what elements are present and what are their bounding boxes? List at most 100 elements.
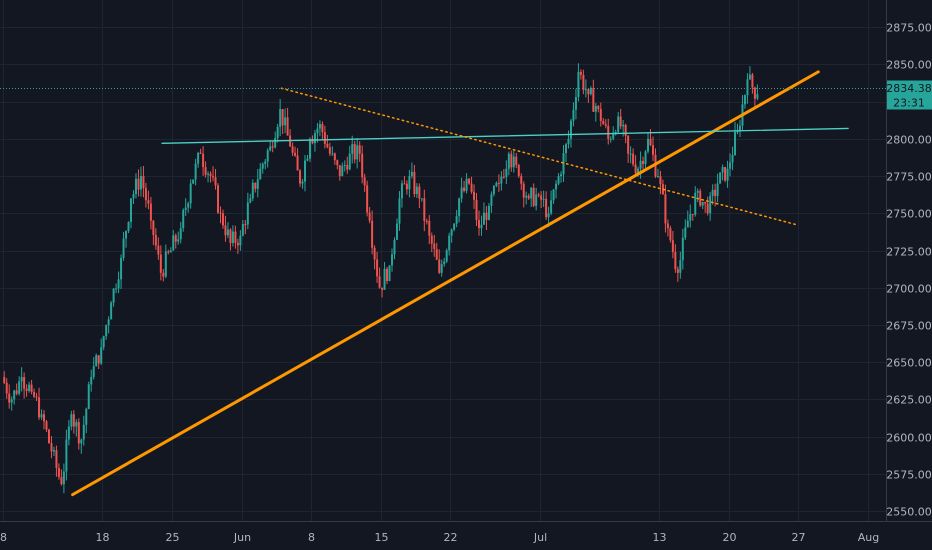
- candle-body[interactable]: [8, 393, 11, 403]
- candle-body[interactable]: [649, 138, 652, 146]
- candle-body[interactable]: [35, 396, 38, 398]
- candle-body[interactable]: [681, 237, 684, 261]
- candle-body[interactable]: [281, 109, 284, 126]
- candle-body[interactable]: [637, 168, 640, 174]
- candle-body[interactable]: [149, 203, 152, 221]
- candle-body[interactable]: [594, 105, 597, 112]
- candle-body[interactable]: [721, 166, 724, 173]
- candle-body[interactable]: [251, 182, 254, 199]
- candle-body[interactable]: [560, 174, 563, 177]
- candle-body[interactable]: [500, 176, 503, 184]
- candle-body[interactable]: [115, 288, 118, 290]
- candle-body[interactable]: [231, 231, 234, 244]
- candle-body[interactable]: [373, 247, 376, 260]
- candle-body[interactable]: [301, 181, 304, 184]
- candle-body[interactable]: [306, 158, 309, 161]
- candle-body[interactable]: [473, 191, 476, 200]
- candle-body[interactable]: [582, 74, 585, 90]
- candle-body[interactable]: [664, 194, 667, 224]
- candle-body[interactable]: [711, 189, 714, 196]
- candle-body[interactable]: [194, 163, 197, 180]
- candle-body[interactable]: [366, 185, 369, 213]
- candle-body[interactable]: [492, 185, 495, 195]
- candle-body[interactable]: [139, 176, 142, 190]
- candle-body[interactable]: [522, 183, 525, 198]
- candle-body[interactable]: [564, 144, 567, 154]
- candle-body[interactable]: [532, 187, 535, 206]
- candle-body[interactable]: [286, 117, 289, 136]
- candle-body[interactable]: [33, 391, 36, 397]
- candle-body[interactable]: [552, 189, 555, 201]
- candle-body[interactable]: [100, 347, 103, 364]
- candle-body[interactable]: [363, 177, 366, 186]
- candle-body[interactable]: [555, 183, 558, 190]
- candle-body[interactable]: [130, 198, 133, 222]
- candle-body[interactable]: [579, 71, 582, 75]
- candle-body[interactable]: [704, 201, 707, 204]
- candle-body[interactable]: [443, 261, 446, 265]
- candle-body[interactable]: [550, 200, 553, 214]
- candle-body[interactable]: [679, 260, 682, 273]
- candle-body[interactable]: [212, 176, 215, 178]
- candle-body[interactable]: [346, 164, 349, 170]
- candle-body[interactable]: [226, 229, 229, 236]
- candle-body[interactable]: [294, 152, 297, 156]
- candle-body[interactable]: [162, 272, 165, 277]
- candle-body[interactable]: [70, 414, 73, 427]
- candle-body[interactable]: [738, 125, 741, 132]
- candle-body[interactable]: [666, 223, 669, 229]
- candle-body[interactable]: [684, 227, 687, 238]
- candle-body[interactable]: [756, 94, 759, 99]
- candle-body[interactable]: [65, 439, 68, 472]
- candle-body[interactable]: [249, 198, 252, 203]
- candle-body[interactable]: [709, 195, 712, 214]
- candle-body[interactable]: [127, 221, 130, 232]
- candle-body[interactable]: [266, 150, 269, 162]
- candle-body[interactable]: [458, 198, 461, 217]
- candle-body[interactable]: [480, 224, 483, 229]
- candle-body[interactable]: [204, 167, 207, 175]
- candle-body[interactable]: [395, 223, 398, 240]
- candle-body[interactable]: [40, 414, 43, 418]
- candle-body[interactable]: [284, 117, 287, 126]
- candle-body[interactable]: [512, 156, 515, 168]
- candle-body[interactable]: [470, 183, 473, 192]
- candle-body[interactable]: [57, 467, 60, 478]
- candle-body[interactable]: [179, 228, 182, 240]
- candle-body[interactable]: [72, 414, 75, 427]
- candle-body[interactable]: [271, 146, 274, 148]
- candle-body[interactable]: [117, 279, 120, 289]
- candle-body[interactable]: [244, 224, 247, 226]
- candle-body[interactable]: [746, 79, 749, 96]
- candle-body[interactable]: [239, 235, 242, 246]
- candle-body[interactable]: [217, 185, 220, 213]
- candle-body[interactable]: [90, 377, 93, 385]
- candle-body[interactable]: [612, 132, 615, 139]
- candle-body[interactable]: [197, 152, 200, 164]
- candle-body[interactable]: [413, 171, 416, 195]
- candle-body[interactable]: [308, 138, 311, 159]
- candle-body[interactable]: [147, 200, 150, 204]
- candle-body[interactable]: [343, 164, 346, 166]
- candle-body[interactable]: [671, 240, 674, 253]
- candle-body[interactable]: [20, 377, 23, 382]
- candle-body[interactable]: [3, 377, 6, 383]
- candle-body[interactable]: [132, 194, 135, 199]
- candle-body[interactable]: [214, 177, 217, 186]
- candle-body[interactable]: [634, 164, 637, 174]
- candlestick-series[interactable]: [3, 63, 759, 494]
- drawn-trendlines[interactable]: [71, 70, 849, 497]
- candle-body[interactable]: [279, 109, 282, 127]
- candle-body[interactable]: [562, 153, 565, 175]
- candle-body[interactable]: [465, 178, 468, 191]
- candle-body[interactable]: [336, 160, 339, 166]
- candle-body[interactable]: [602, 120, 605, 125]
- candle-body[interactable]: [274, 138, 277, 148]
- candle-body[interactable]: [435, 249, 438, 260]
- candle-body[interactable]: [547, 213, 550, 218]
- candle-body[interactable]: [624, 124, 627, 136]
- candle-body[interactable]: [353, 144, 356, 160]
- candle-body[interactable]: [587, 89, 590, 95]
- candle-body[interactable]: [383, 268, 386, 290]
- candle-body[interactable]: [689, 214, 692, 221]
